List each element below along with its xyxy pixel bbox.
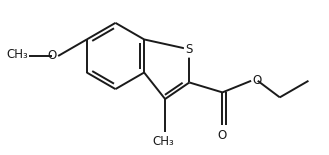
Text: O: O — [253, 74, 262, 87]
Text: CH₃: CH₃ — [6, 48, 28, 61]
Text: S: S — [186, 43, 193, 56]
Text: O: O — [218, 129, 227, 142]
Text: O: O — [48, 49, 57, 62]
Text: CH₃: CH₃ — [153, 135, 174, 148]
